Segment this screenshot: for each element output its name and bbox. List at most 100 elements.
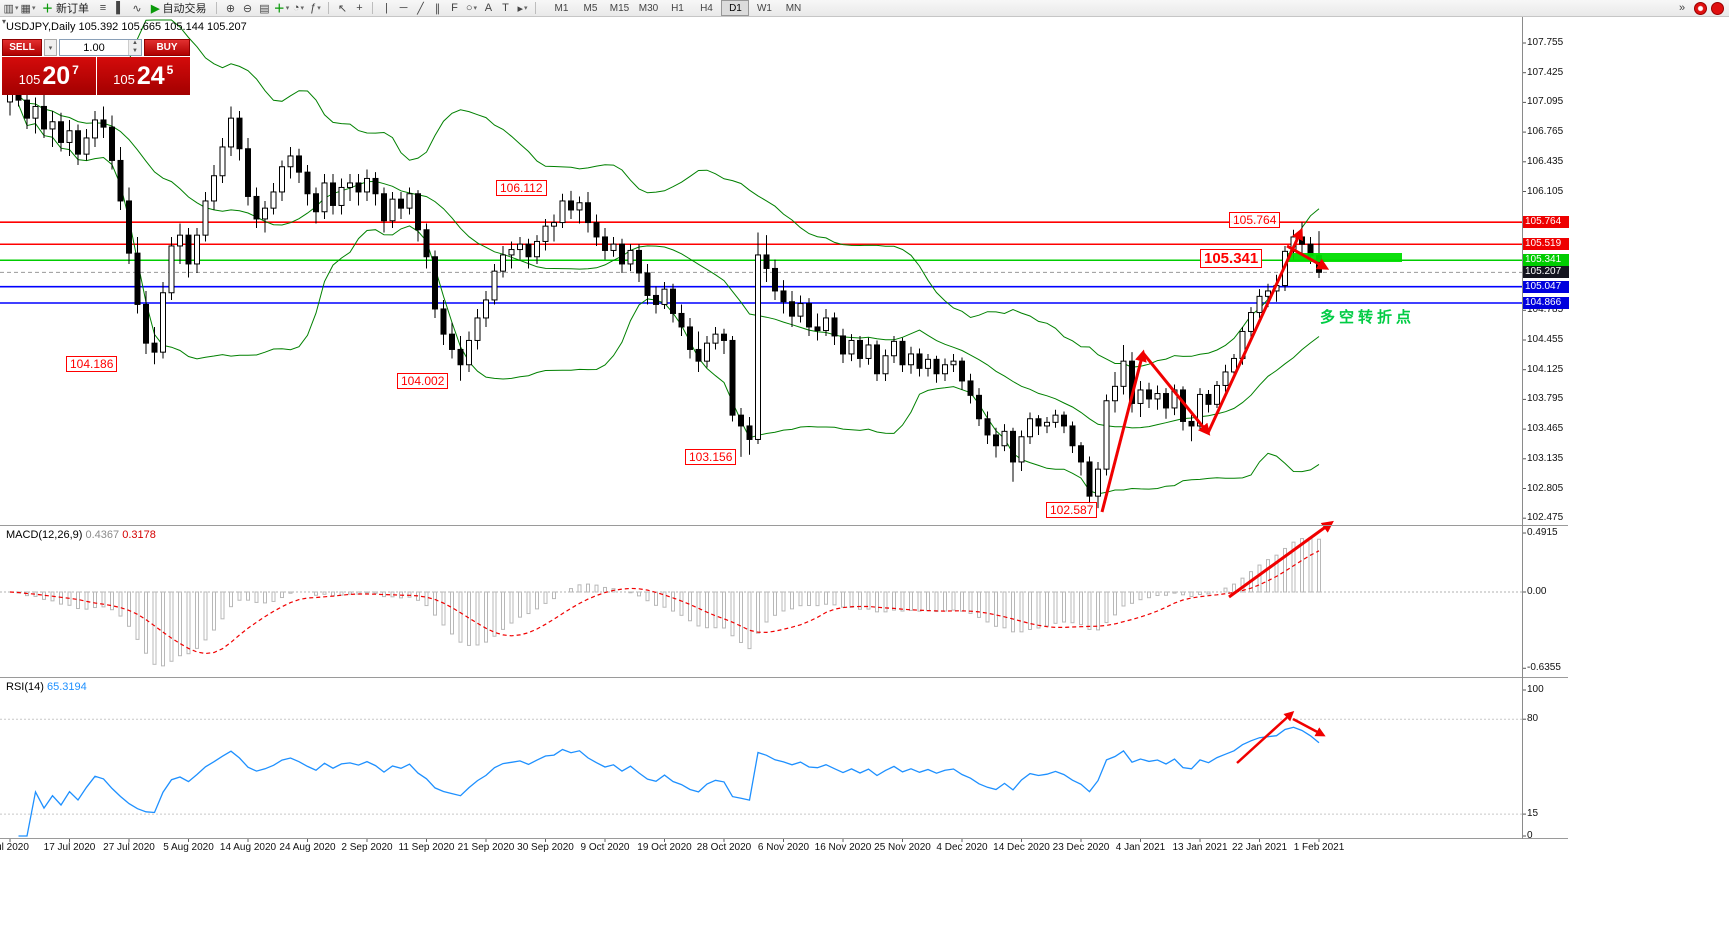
chart-note: 多空转折点 <box>1320 309 1416 326</box>
vertical-line-icon[interactable]: | <box>385 2 388 14</box>
price-callout: 103.156 <box>685 449 737 465</box>
oneclick-collapse-icon[interactable]: ▾ <box>2 17 7 26</box>
cursor-icon[interactable]: ↖ <box>337 2 348 15</box>
sell-price-panel[interactable]: 105 20 7 <box>2 57 97 95</box>
shapes-icon[interactable]: ○ ▾ <box>465 2 478 14</box>
panel-separator-macd[interactable] <box>0 525 1568 526</box>
line-chart-type-icon[interactable]: ∿ <box>132 2 142 15</box>
timeframe-d1[interactable]: D1 <box>721 0 750 16</box>
add-indicator-icon[interactable]: ＋ ▾ <box>273 3 290 15</box>
volume-stepper[interactable]: ▲ ▼ <box>128 40 141 55</box>
timeframe-h4[interactable]: H4 <box>700 2 713 14</box>
trendline-icon[interactable]: ╱ <box>417 2 424 15</box>
time-axis-label: 21 Sep 2020 <box>457 842 515 853</box>
time-axis-label: 19 Oct 2020 <box>637 842 692 853</box>
timeframe-m1[interactable]: M1 <box>554 2 569 14</box>
alert-icon[interactable] <box>1711 1 1724 15</box>
price-axis-label: 107.095 <box>1527 96 1564 108</box>
volume-up-icon[interactable]: ▲ <box>129 40 141 48</box>
price-tag: 105.764 <box>1523 216 1569 229</box>
toolbar-overflow-icon[interactable]: » <box>1678 2 1686 14</box>
timeframe-mn[interactable]: MN <box>785 2 802 14</box>
period-icon[interactable]: ◔ ▾ <box>292 2 305 14</box>
time-axis-label: 14 Dec 2020 <box>993 842 1050 853</box>
time-axis-label: Jul 2020 <box>0 842 29 853</box>
macd-main-value: 0.4367 <box>85 529 120 541</box>
buy-price-base: 105 <box>113 72 135 87</box>
chart-plot-area[interactable] <box>0 17 1522 838</box>
price-tag: 105.519 <box>1523 238 1569 251</box>
new-order-label: 新订单 <box>56 3 89 15</box>
label-icon[interactable]: T <box>502 2 509 14</box>
zoom-in-icon[interactable]: ⊕ <box>225 2 236 15</box>
macd-signal-value: 0.3178 <box>122 529 156 541</box>
sell-price-pips: 20 <box>42 61 71 90</box>
bar-chart-type-icon[interactable]: ≡ <box>99 2 107 14</box>
price-callout: 105.764 <box>1229 212 1281 228</box>
auto-trading-button[interactable]: ▶ 自动交易 <box>146 1 211 16</box>
channel-icon[interactable]: ∥ <box>434 2 441 15</box>
timeframe-w1[interactable]: W1 <box>756 2 772 14</box>
time-axis-label: 23 Dec 2020 <box>1052 842 1110 853</box>
timeframe-m30[interactable]: M30 <box>638 2 659 14</box>
timeframe-group: M1 M5 M15 M30 H1 H4 D1 W1 MN <box>547 0 807 16</box>
one-click-trading-panel: SELL ▾ ▲▼ BUY 105 20 7 105 24 5 <box>2 39 190 95</box>
macd-axis-label: 0.00 <box>1527 586 1547 597</box>
zoom-out-icon[interactable]: ⊖ <box>242 2 253 15</box>
order-type-dropdown[interactable]: ▾ <box>44 39 57 56</box>
price-axis-label: 102.805 <box>1527 482 1564 494</box>
price-callout: 106.112 <box>496 180 547 196</box>
play-icon: ▶ <box>151 2 160 15</box>
price-axis-label: 103.795 <box>1527 393 1564 405</box>
time-axis-label: 11 Sep 2020 <box>398 842 455 853</box>
new-order-icon: ＋ <box>42 3 53 15</box>
arrows-tool-icon[interactable]: ▸ ▾ <box>517 2 528 15</box>
time-axis-label: 27 Jul 2020 <box>103 842 155 853</box>
tile-windows-icon[interactable]: ▤ <box>259 2 270 15</box>
symbol-info: USDJPY,Daily 105.392 105.665 105.144 105… <box>6 21 247 33</box>
buy-price-pips: 24 <box>136 61 165 90</box>
fibonacci-icon[interactable]: F <box>451 2 458 14</box>
price-tag: 104.866 <box>1523 297 1569 309</box>
time-axis-label: 25 Nov 2020 <box>874 842 931 853</box>
buy-price-panel[interactable]: 105 24 5 <box>96 57 190 95</box>
rsi-axis-label: 0 <box>1527 830 1533 841</box>
new-chart-icon[interactable]: ▥ ▾ <box>3 2 19 15</box>
rsi-name: RSI(14) <box>6 681 44 693</box>
price-tag: 105.207 <box>1523 266 1569 279</box>
volume-down-icon[interactable]: ▼ <box>129 47 141 55</box>
price-callout: 104.002 <box>397 373 449 389</box>
volume-input[interactable] <box>60 40 128 55</box>
live-record-icon[interactable] <box>1694 1 1707 15</box>
price-axis-label: 107.425 <box>1527 66 1564 78</box>
price-axis-label: 104.455 <box>1527 334 1564 345</box>
macd-axis-label: -0.6355 <box>1527 662 1561 674</box>
sell-button[interactable]: SELL <box>2 39 42 56</box>
template-icon[interactable]: ƒ ▾ <box>310 2 321 14</box>
sell-price-frac: 7 <box>72 62 79 77</box>
main-toolbar: ▥ ▾ ▦ ▾ ＋ 新订单 ≡ ▌ ∿ ▶ 自动交易 ⊕ ⊖ ▤ ＋ ▾ ◔ ▾ ƒ ▾ … <box>0 0 1729 17</box>
buy-button[interactable]: BUY <box>144 39 190 56</box>
price-axis-border[interactable] <box>1522 17 1523 839</box>
panel-separator-time <box>0 838 1568 839</box>
timeframe-m5[interactable]: M5 <box>583 2 598 14</box>
macd-axis-label: 0.4915 <box>1527 527 1558 539</box>
price-axis-label: 107.755 <box>1527 37 1564 48</box>
rsi-value: 65.3194 <box>46 681 87 693</box>
candlestick-type-icon[interactable]: ▌ <box>116 2 124 14</box>
toolbar-separator <box>372 2 374 14</box>
timeframe-m15[interactable]: M15 <box>609 2 630 14</box>
panel-separator-rsi[interactable] <box>0 677 1568 678</box>
text-icon[interactable]: A <box>484 2 493 14</box>
profiles-icon[interactable]: ▦ ▾ <box>20 2 36 15</box>
auto-trading-label: 自动交易 <box>162 3 207 15</box>
sell-price-base: 105 <box>18 72 41 87</box>
rsi-axis-label: 15 <box>1527 808 1539 820</box>
new-order-button[interactable]: ＋ 新订单 <box>37 1 94 16</box>
crosshair-icon[interactable]: + <box>356 2 363 14</box>
horizontal-line-icon[interactable]: ─ <box>399 2 408 14</box>
price-callout: 105.341 <box>1200 249 1263 268</box>
toolbar-separator <box>328 2 330 14</box>
timeframe-h1[interactable]: H1 <box>671 2 684 14</box>
price-axis-label: 106.105 <box>1527 185 1564 197</box>
